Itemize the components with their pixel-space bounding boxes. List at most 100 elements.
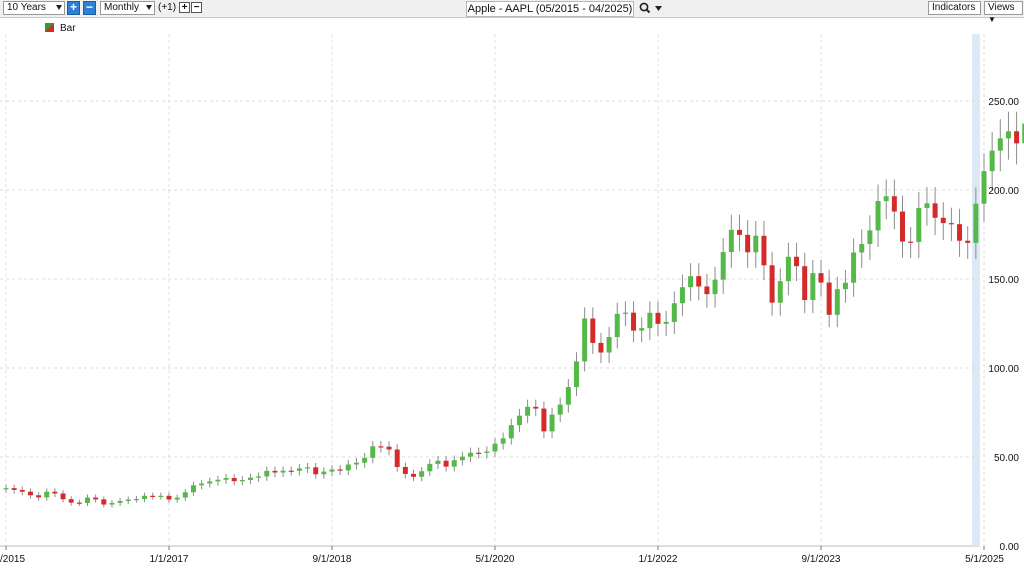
candle-down: [394, 449, 400, 467]
candle-down: [386, 446, 392, 450]
candle-up: [451, 460, 457, 467]
candle-up: [117, 500, 123, 503]
candle-up: [712, 279, 718, 295]
candle-up: [916, 207, 922, 242]
y-tick-label: 200.00: [988, 186, 1019, 197]
candle-down: [761, 235, 767, 266]
candle-up: [614, 313, 620, 338]
candle-up: [500, 438, 506, 444]
candle-down: [76, 502, 82, 504]
candle-up: [109, 502, 115, 505]
candle-up: [329, 469, 335, 472]
candle-down: [769, 265, 775, 303]
zoom-out-button[interactable]: −: [83, 1, 96, 15]
candle-up: [834, 289, 840, 315]
candle-up: [353, 462, 359, 465]
x-tick-label: /2015: [0, 554, 25, 565]
candle-down: [60, 493, 66, 500]
candle-down: [101, 499, 107, 505]
candle-down: [598, 342, 604, 353]
candle-down: [68, 499, 74, 503]
chevron-down-icon: [146, 5, 152, 10]
candle-down: [1014, 131, 1020, 144]
candle-down: [402, 466, 408, 474]
candle-up: [997, 138, 1003, 151]
indicators-button[interactable]: Indicators: [928, 1, 981, 15]
candle-up: [1005, 131, 1011, 139]
candle-down: [231, 478, 237, 482]
candle-up: [679, 287, 685, 304]
search-button[interactable]: [638, 1, 664, 15]
interval-select-value: Monthly: [104, 2, 140, 13]
views-button[interactable]: Views ▼: [984, 1, 1023, 24]
candle-down: [908, 241, 914, 243]
candle-down: [150, 495, 156, 498]
candle-up: [280, 470, 286, 473]
candle-up: [427, 463, 433, 472]
offset-decrease-button[interactable]: −: [191, 2, 202, 13]
candle-up: [859, 243, 865, 253]
candle-down: [19, 489, 25, 492]
period-select[interactable]: 10 Years: [3, 1, 65, 15]
candle-up: [671, 303, 677, 322]
candle-up: [720, 252, 726, 280]
candle-up: [557, 404, 563, 415]
candle-up: [362, 457, 368, 463]
candle-up: [158, 495, 164, 498]
minus-icon: −: [85, 0, 93, 14]
candle-down: [378, 446, 384, 448]
candle-up: [182, 492, 188, 498]
period-select-value: 10 Years: [7, 2, 46, 13]
candle-down: [631, 312, 637, 331]
candle-up: [484, 451, 490, 453]
candle-down: [27, 491, 33, 496]
indicators-label: Indicators: [932, 2, 976, 13]
candle-up: [321, 471, 327, 475]
candle-down: [818, 273, 824, 283]
candle-down: [704, 286, 710, 295]
candle-down: [891, 196, 897, 212]
candle-up: [688, 276, 694, 288]
candle-down: [802, 266, 808, 301]
x-tick-label: 5/1/2020: [476, 554, 515, 565]
candle-up: [981, 171, 987, 204]
candle-up: [305, 467, 311, 469]
candle-up: [435, 460, 441, 464]
chart-title: Apple - AAPL (05/2015 - 04/2025): [466, 1, 634, 17]
candle-up: [924, 203, 930, 208]
y-tick-label: 100.00: [988, 364, 1019, 375]
y-axis: 0.00 50.00 100.00 150.00 200.00 250.00: [988, 97, 1019, 553]
candle-down: [794, 256, 800, 267]
legend-label: Bar: [60, 23, 76, 34]
candle-up: [125, 499, 131, 501]
candle-up: [867, 230, 873, 244]
candle-up: [875, 201, 881, 231]
candle-down: [932, 203, 938, 218]
candle-up: [296, 468, 302, 471]
candle-up: [468, 452, 474, 457]
candle-down: [948, 223, 954, 225]
interval-select[interactable]: Monthly: [100, 1, 155, 15]
candle-up: [85, 497, 90, 503]
candle-down: [696, 276, 702, 287]
chart-grid: [0, 34, 985, 547]
candle-up: [239, 479, 245, 482]
candle-up: [190, 485, 196, 493]
chevron-down-icon: [56, 5, 62, 10]
candle-down: [36, 495, 42, 498]
offset-increase-button[interactable]: +: [179, 2, 190, 13]
candle-up: [728, 229, 734, 253]
candle-down: [737, 229, 742, 235]
candle-up: [508, 425, 514, 439]
candle-up: [647, 312, 653, 329]
y-tick-label: 0.00: [1000, 542, 1020, 553]
candle-down: [957, 224, 963, 241]
offset-label: (+1): [158, 2, 177, 13]
candle-up: [223, 478, 229, 480]
x-axis: /2015 1/1/2017 9/1/2018 5/1/2020 1/1/2022 9/1…: [0, 546, 1004, 565]
candle-down: [288, 470, 294, 472]
candle-up: [3, 488, 9, 490]
zoom-in-button[interactable]: +: [67, 1, 80, 15]
x-tick-label: 5/1/2025: [965, 554, 1004, 565]
